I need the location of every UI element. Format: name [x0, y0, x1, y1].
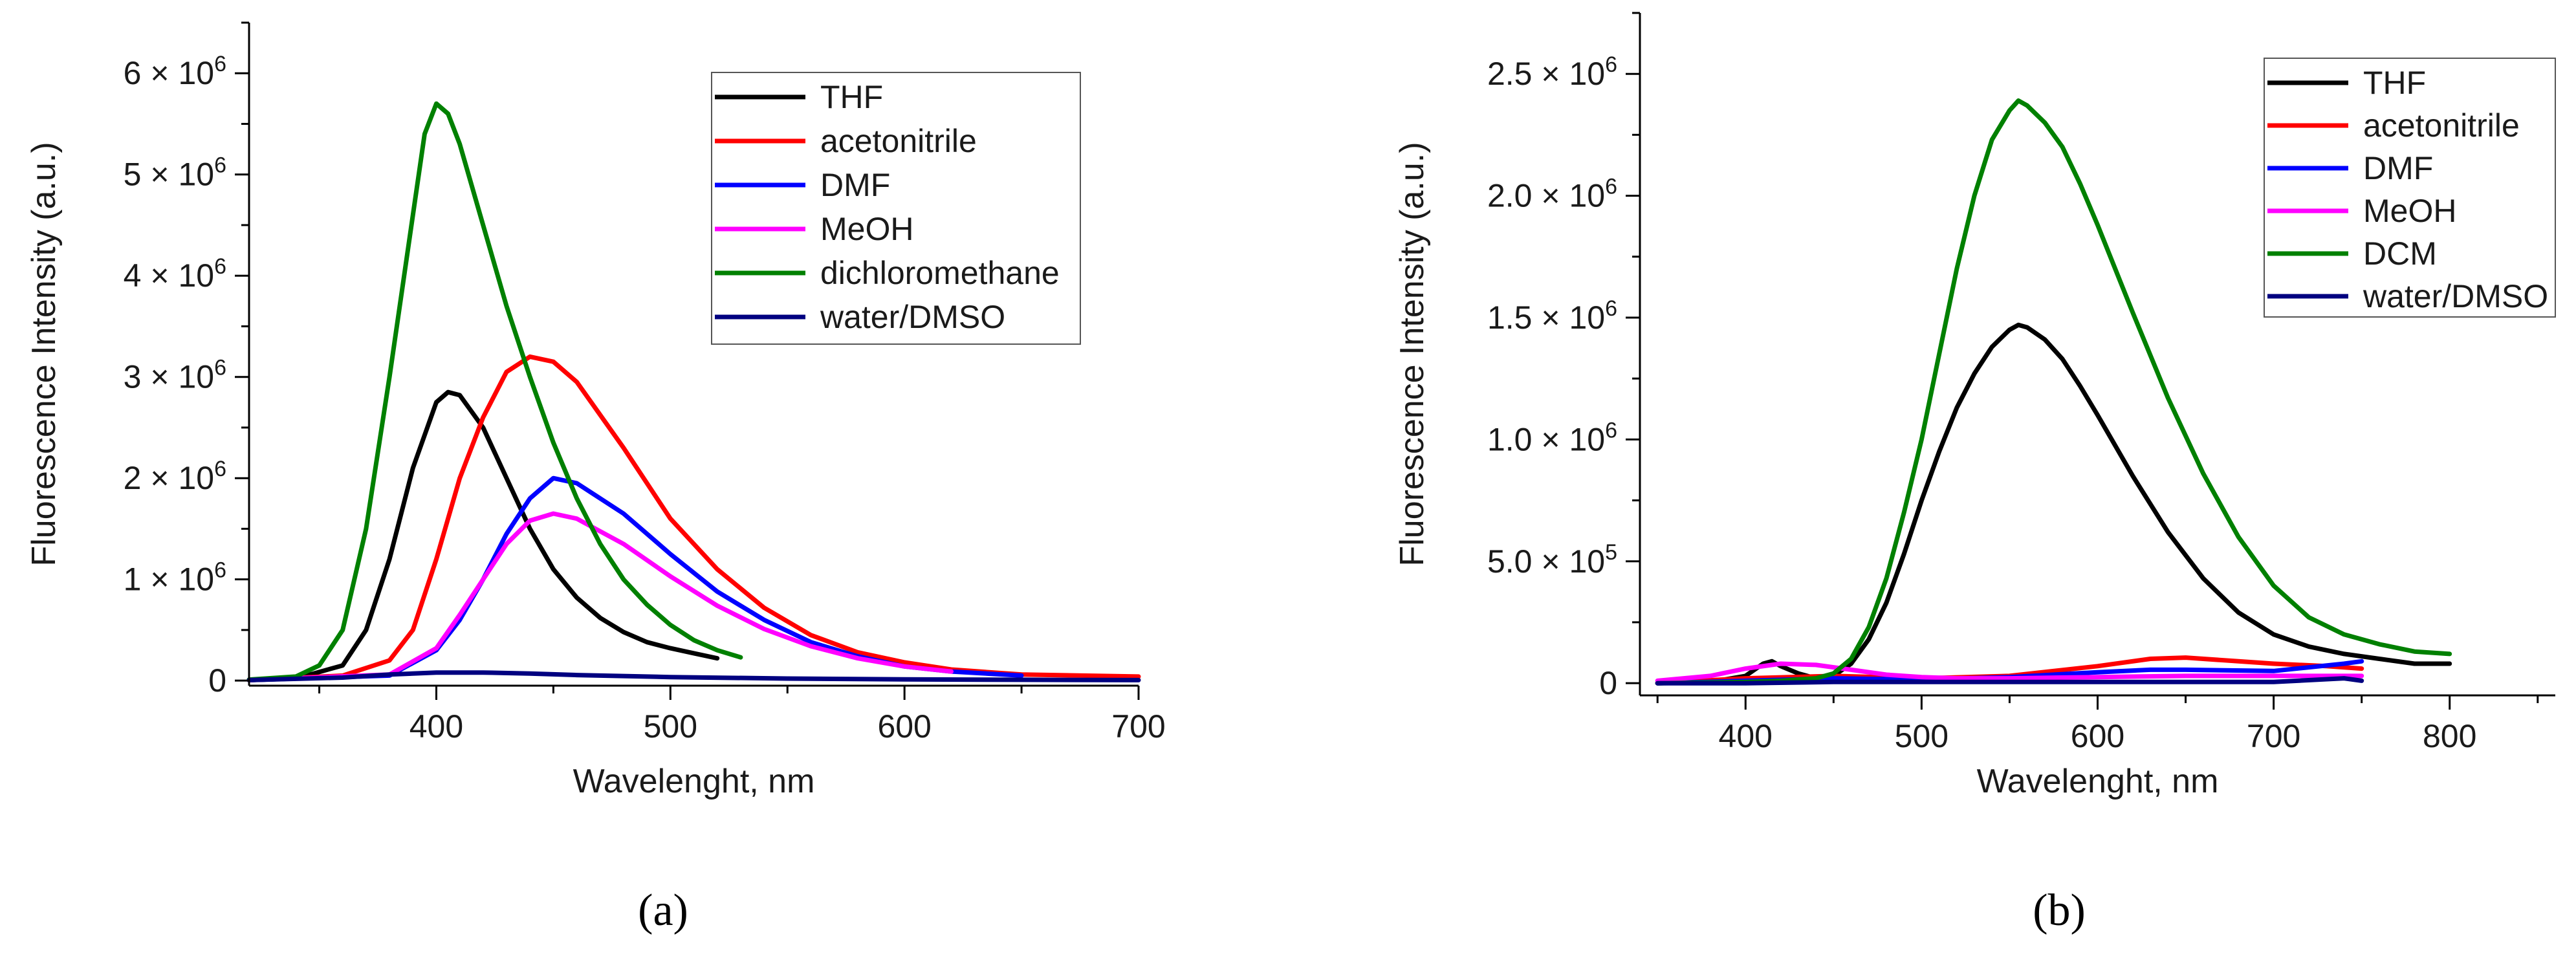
legend-label: DMF — [2363, 150, 2433, 186]
series-line-water-dmso — [246, 670, 1141, 682]
y-tick-label: 2.0 × 106 — [1487, 175, 1617, 214]
y-tick-label: 1.5 × 106 — [1487, 296, 1617, 336]
series-line-dichloromethane — [246, 101, 743, 682]
y-tick-label: 0 — [208, 662, 226, 699]
legend-label: DMF — [820, 167, 890, 203]
legend-label: DCM — [2363, 235, 2437, 272]
y-tick-label: 3 × 106 — [124, 356, 226, 395]
series-line-dmf — [246, 475, 1024, 682]
x-tick-label: 500 — [644, 708, 697, 745]
series-line-acetonitrile — [246, 354, 1141, 682]
series-line-thf — [1655, 322, 2452, 686]
x-tick-label: 600 — [877, 708, 931, 745]
x-axis-title: Wavelenght, nm — [573, 763, 815, 800]
y-tick-label: 1 × 106 — [124, 558, 226, 598]
chart-panel-b: 400 500 600 700 800 0 5.0 × 105 1.0 × 106 1.5 × … — [1393, 12, 2556, 935]
x-tick-label: 700 — [1111, 708, 1165, 745]
legend: THF acetonitrile DMF MeOH dichloromethane wat… — [711, 72, 1081, 345]
series-line-meoh — [1655, 661, 2364, 683]
series-line-water-dmso — [1655, 676, 2364, 686]
legend-label: THF — [820, 79, 883, 115]
series-line-dcm — [1655, 98, 2452, 686]
legend-label: MeOH — [2363, 193, 2456, 229]
y-tick-label: 5.0 × 105 — [1487, 540, 1617, 580]
legend-label: dichloromethane — [820, 255, 1060, 291]
x-tick-label: 500 — [1895, 718, 1948, 754]
y-axis-title: Fluorescence Intensity (a.u.) — [1393, 142, 1431, 566]
legend-label: water/DMSO — [2363, 278, 2548, 314]
y-tick-label: 4 × 106 — [124, 254, 226, 294]
series-line-thf — [246, 389, 720, 682]
legend-box — [2264, 58, 2556, 318]
legend-box — [711, 72, 1081, 345]
legend-label: water/DMSO — [820, 299, 1005, 335]
panel-label: (a) — [638, 886, 688, 935]
x-axis-title: Wavelenght, nm — [1977, 763, 2219, 800]
series-group — [1655, 98, 2452, 686]
legend-label: acetonitrile — [820, 123, 977, 159]
x-tick-label: 400 — [1719, 718, 1773, 754]
legend: THF acetonitrile DMF MeOH DCM water/DMSO — [2264, 58, 2556, 318]
series-line-meoh — [246, 511, 954, 682]
y-tick-label: 5 × 106 — [124, 153, 226, 193]
x-tick-label: 400 — [409, 708, 463, 745]
y-tick-label: 2 × 106 — [124, 457, 226, 496]
x-tick-label: 700 — [2247, 718, 2300, 754]
x-tick-label: 600 — [2071, 718, 2124, 754]
y-axis-title: Fluorescence Intensity (a.u.) — [25, 142, 63, 566]
legend-label: MeOH — [820, 211, 913, 247]
y-tick-label: 2.5 × 106 — [1487, 52, 1617, 92]
x-tick-label: 800 — [2423, 718, 2476, 754]
y-tick-label: 1.0 × 106 — [1487, 418, 1617, 457]
legend-label: THF — [2363, 65, 2426, 101]
chart-panel-a: 400 500 600 700 0 1 × 106 2 × 106 3 × 106 4 × 10… — [25, 21, 1166, 935]
y-tick-label: 0 — [1599, 665, 1617, 701]
legend-label: acetonitrile — [2363, 107, 2520, 144]
series-group — [246, 101, 1141, 682]
panel-label: (b) — [2033, 886, 2086, 935]
y-tick-label: 6 × 106 — [124, 52, 226, 91]
